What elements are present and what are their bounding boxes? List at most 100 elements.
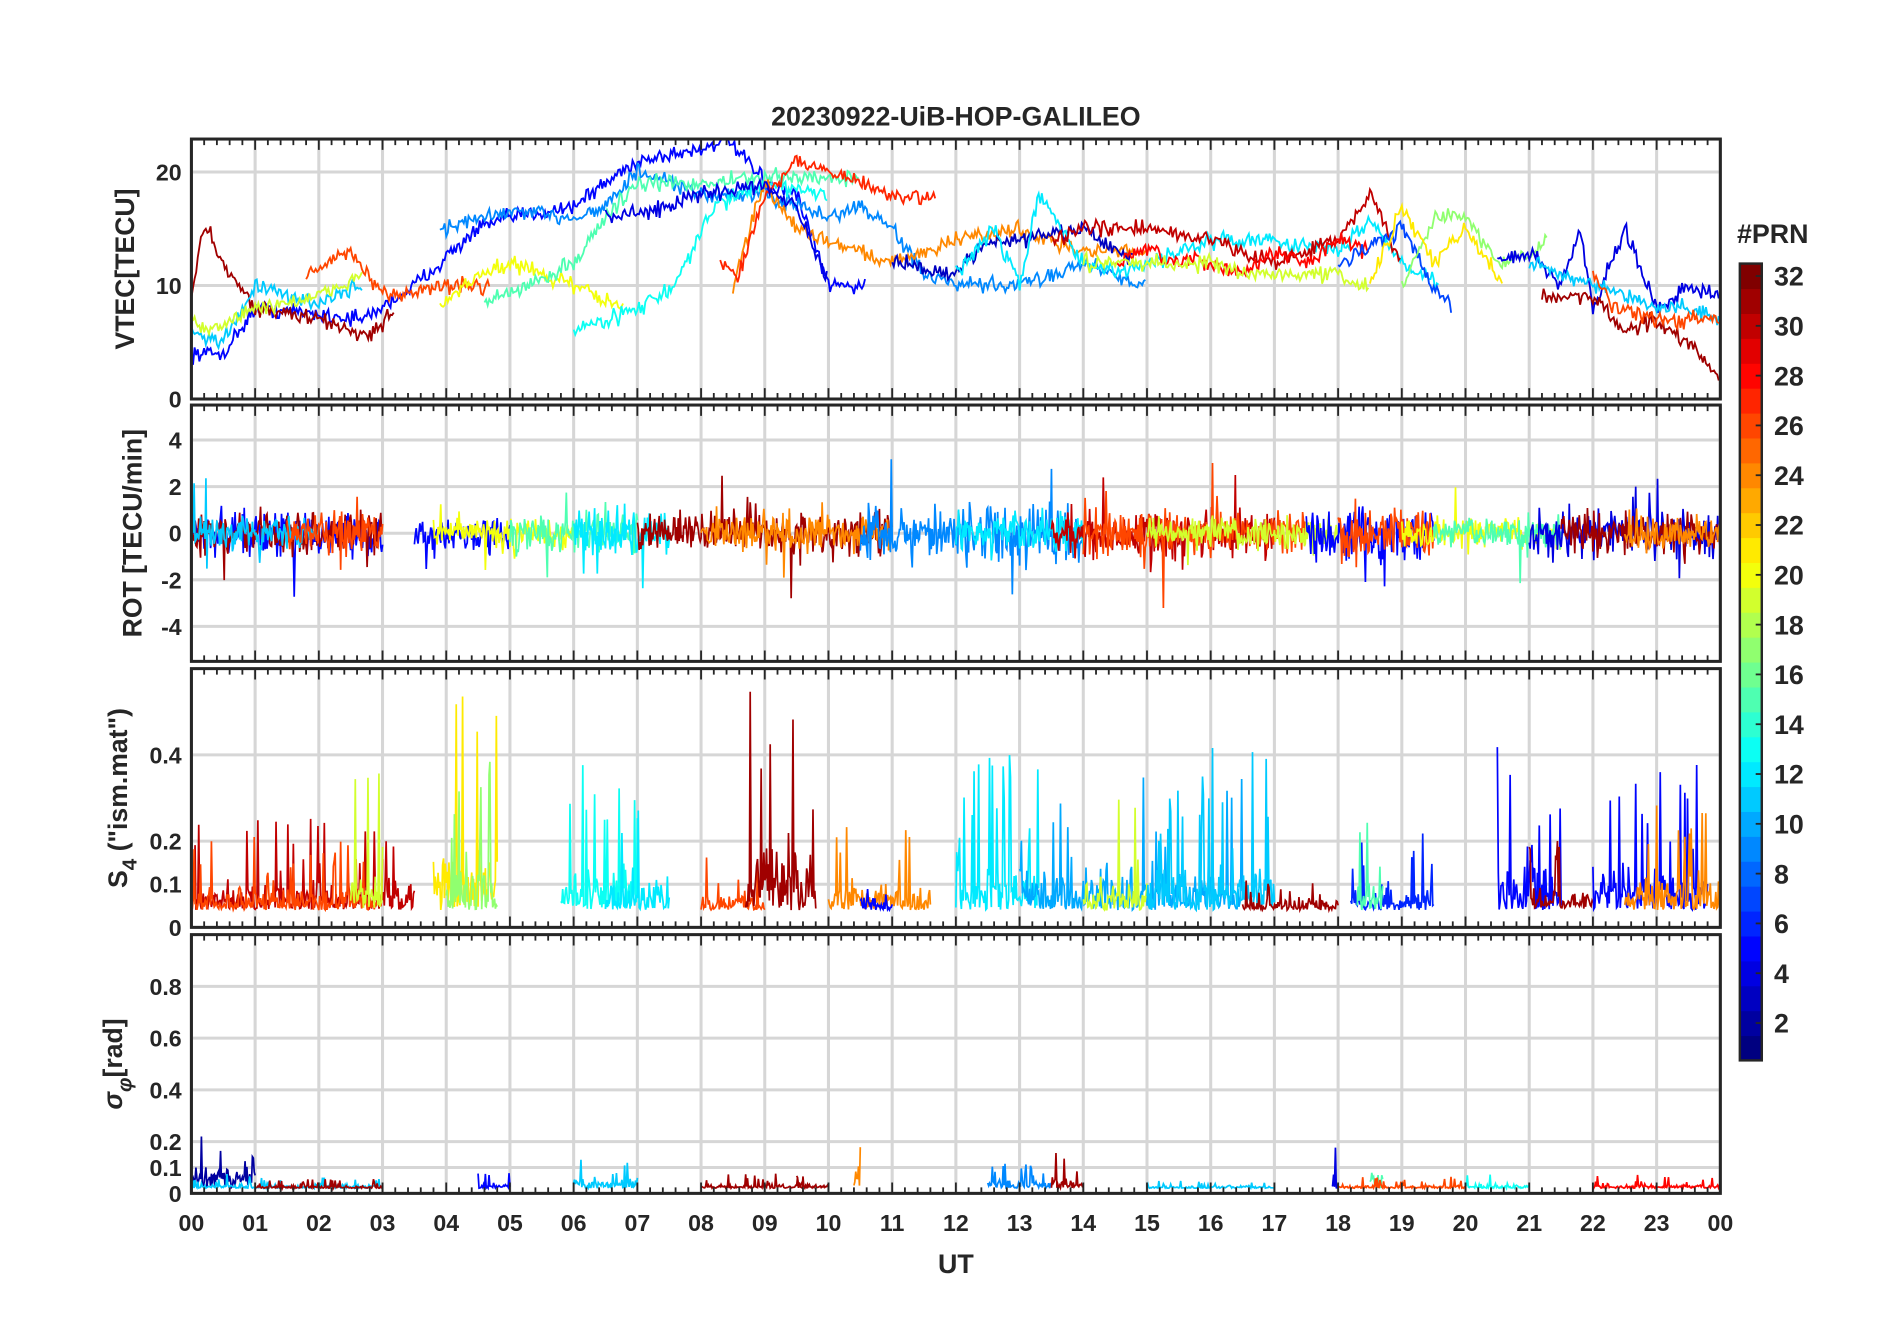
colorbar-tick-label: 2: [1774, 1009, 1789, 1039]
colorbar-tick-label: 28: [1774, 361, 1804, 391]
y-tick-label: 0: [169, 387, 182, 413]
s4-series-prn-31: [1528, 841, 1594, 910]
colorbar-tick-label: 4: [1774, 959, 1789, 989]
series-group: [190, 459, 1722, 608]
vtec-series-prn-19: [1082, 249, 1370, 293]
x-tick-label: 18: [1325, 1210, 1351, 1236]
y-tick-label: 0.8: [149, 974, 181, 1000]
sigma-series-prn-2: [190, 1136, 257, 1190]
x-tick-label: 08: [688, 1210, 714, 1236]
colorbar-swatch: [1739, 562, 1762, 588]
colorbar-tick-label: 22: [1774, 511, 1804, 541]
y-tick-label: 2: [169, 474, 182, 500]
s4-series-prn-15: [1356, 822, 1384, 911]
s4-series-prn-11: [1146, 747, 1276, 913]
x-tick-label: 23: [1644, 1210, 1670, 1236]
x-tick-label: 00: [1707, 1210, 1733, 1236]
x-axis-label: UT: [938, 1249, 974, 1279]
vtec-series-prn-19: [190, 271, 363, 338]
colorbar-swatch: [1739, 412, 1762, 439]
x-tick-label: 12: [943, 1210, 969, 1236]
vtec-series-prn-28: [1114, 232, 1370, 279]
colorbar-label: #PRN: [1737, 219, 1809, 249]
vtec-series-prn-26: [1592, 270, 1720, 332]
sigma-series-prn-4: [1331, 1147, 1339, 1189]
colorbar-swatch: [1739, 587, 1762, 613]
y-tick-label: -2: [161, 567, 182, 593]
sigma-series-prn-31: [795, 1175, 810, 1190]
colorbar-tick-label: 24: [1774, 461, 1804, 491]
s4-series-prn-19: [349, 773, 384, 908]
y-tick-label: 0.2: [149, 1129, 181, 1155]
axes-box: [189, 137, 1722, 401]
vtec-series-prn-31: [190, 226, 395, 343]
x-tick-label: 15: [1134, 1210, 1160, 1236]
colorbar-swatch: [1739, 910, 1762, 937]
colorbar-swatch: [1739, 612, 1762, 638]
vtec-series-prn-20: [439, 255, 624, 310]
x-tick-label: 09: [752, 1210, 778, 1236]
colorbar-swatch: [1739, 1035, 1762, 1061]
rot-series-prn-31: [190, 506, 383, 581]
panel-vtec: 0 10 20 VTEC[TECU]: [110, 137, 1722, 413]
x-tick-label: 14: [1070, 1210, 1096, 1236]
vtec-series-prn-31: [1541, 288, 1720, 381]
x-tick-label: 07: [624, 1210, 650, 1236]
colorbar-tick-label: 14: [1774, 710, 1804, 740]
colorbar-tick-label: 30: [1774, 312, 1804, 342]
y-tick-label: 0.1: [149, 872, 181, 898]
x-tick-label: 13: [1007, 1210, 1033, 1236]
y-label-rest: [rad]: [98, 1018, 128, 1077]
colorbar-swatch: [1739, 886, 1762, 912]
x-tick-label: 20: [1453, 1210, 1479, 1236]
x-tick-label: 17: [1262, 1210, 1288, 1236]
colorbar-tick-label: 26: [1774, 411, 1804, 441]
colorbar-swatch: [1739, 761, 1762, 788]
colorbar-swatch: [1739, 537, 1762, 563]
x-tick-label: 10: [816, 1210, 842, 1236]
colorbar-tick-label: 32: [1774, 262, 1804, 292]
colorbar-frame: [1738, 262, 1764, 1062]
s4-series-prn-26: [190, 837, 384, 913]
colorbar-swatch: [1739, 711, 1762, 738]
vtec-series-prn-21: [1369, 202, 1503, 284]
vtec-series-prn-11: [190, 277, 363, 351]
colorbar-swatch: [1739, 661, 1762, 688]
s4-series-prn-12: [604, 810, 671, 912]
x-tick-label: 19: [1389, 1210, 1415, 1236]
colorbar-swatch: [1739, 637, 1762, 663]
colorbar-swatch: [1739, 263, 1762, 290]
y-label-main: S: [103, 870, 133, 888]
colorbar-swatch: [1739, 288, 1762, 314]
x-tick-label: 01: [242, 1210, 268, 1236]
vtec-series-prn-11: [1528, 255, 1720, 326]
y-tick-label: 0: [169, 521, 182, 547]
s4-series-prn-10: [1018, 777, 1244, 913]
s4-series-prn-5: [859, 888, 894, 913]
sigma-series-prn-5: [477, 1173, 511, 1191]
panel-sigma: 00.10.2 0.4 0.6 0.8 σφ[rad]: [98, 933, 1722, 1207]
rot-series-prn-12: [955, 507, 1085, 561]
vtec-series-prn-9: [439, 161, 1146, 295]
y-tick-label: 0.1: [149, 1155, 181, 1181]
colorbar-tick-label: 16: [1774, 660, 1804, 690]
rot-series-prn-26: [286, 496, 384, 570]
vtec-series-prn-17: [1400, 208, 1548, 289]
vtec-series-prn-4: [604, 177, 828, 283]
colorbar-tick-label: 8: [1774, 859, 1789, 889]
colorbar-swatch: [1739, 487, 1762, 514]
sigma-series-prn-24: [853, 1147, 862, 1186]
sigma-series-prn-31: [1050, 1152, 1084, 1192]
rot-series-prn-24: [1623, 508, 1722, 554]
vtec-series-prn-15: [483, 167, 859, 310]
axes-box: [189, 667, 1722, 929]
axes-box: [189, 403, 1722, 663]
x-tick-label: 11: [880, 1210, 905, 1236]
x-tick-label: 22: [1580, 1210, 1606, 1236]
chart-title: 20230922-UiB-HOP-GALILEO: [771, 102, 1141, 132]
colorbar-swatch: [1739, 462, 1762, 489]
colorbar-tick-label: 6: [1774, 909, 1789, 939]
s4-series-prn-19: [1082, 799, 1148, 912]
colorbar-swatch: [1739, 686, 1762, 713]
